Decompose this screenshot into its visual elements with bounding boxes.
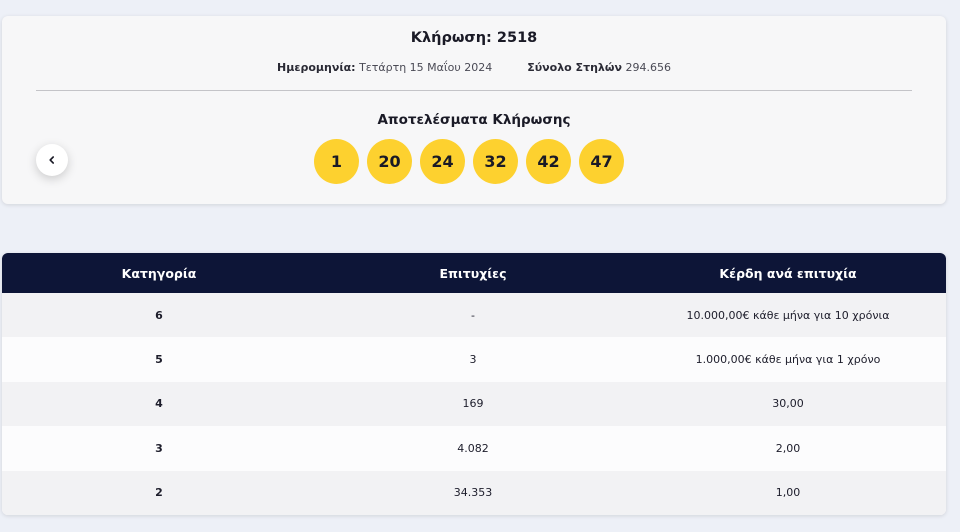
number-ball: 24 — [420, 139, 465, 184]
cell-category: 2 — [155, 486, 163, 500]
table-row: 6 - 10.000,00€ κάθε μήνα για 10 χρόνια — [2, 293, 946, 338]
table-body: 6 - 10.000,00€ κάθε μήνα για 10 χρόνια 5… — [2, 293, 946, 515]
draw-info-card: Κλήρωση: 2518 Ημερομηνία: Τετάρτη 15 Μαΐ… — [2, 16, 946, 204]
cell-prize: 10.000,00€ κάθε μήνα για 10 χρόνια — [686, 308, 890, 322]
results-title: Αποτελέσματα Κλήρωσης — [377, 112, 571, 128]
winning-numbers: 1 20 24 32 42 47 — [314, 139, 624, 184]
header-winners: Επιτυχίες — [439, 265, 507, 281]
table-header: Κατηγορία Επιτυχίες Κέρδη ανά επιτυχία — [2, 253, 946, 293]
prize-table: Κατηγορία Επιτυχίες Κέρδη ανά επιτυχία 6… — [2, 253, 946, 515]
number-ball: 32 — [473, 139, 518, 184]
chevron-left-icon — [49, 156, 54, 164]
cell-winners: 4.082 — [457, 441, 489, 455]
header-category: Κατηγορία — [121, 265, 197, 281]
header-prize: Κέρδη ανά επιτυχία — [719, 265, 857, 281]
table-row: 2 34.353 1,00 — [2, 470, 946, 515]
draw-title: Κλήρωση: 2518 — [410, 30, 538, 46]
cell-prize: 1.000,00€ κάθε μήνα για 1 χρόνο — [695, 353, 881, 367]
previous-draw-button[interactable] — [36, 144, 68, 176]
table-row: 4 169 30,00 — [2, 381, 946, 427]
table-row: 5 3 1.000,00€ κάθε μήνα για 1 χρόνο — [2, 337, 946, 382]
number-ball: 42 — [526, 139, 571, 184]
columns-value: 294.656 — [625, 61, 671, 74]
cell-prize: 1,00 — [775, 486, 801, 500]
cell-winners: - — [471, 308, 475, 322]
cell-prize: 30,00 — [772, 397, 804, 411]
cell-prize: 2,00 — [775, 441, 801, 455]
cell-category: 4 — [155, 397, 163, 411]
cell-winners: 169 — [462, 397, 484, 411]
cell-category: 3 — [155, 441, 163, 455]
number-ball: 47 — [579, 139, 624, 184]
divider — [36, 90, 912, 91]
draw-meta: Ημερομηνία: Τετάρτη 15 Μαΐου 2024 Σύνολο… — [2, 61, 946, 74]
cell-winners: 34.353 — [453, 486, 493, 500]
number-ball: 20 — [367, 139, 412, 184]
date-value: Τετάρτη 15 Μαΐου 2024 — [359, 61, 493, 74]
date-label: Ημερομηνία: — [277, 61, 356, 74]
columns-label: Σύνολο Στηλών — [527, 61, 622, 74]
cell-category: 5 — [155, 353, 163, 367]
number-ball: 1 — [314, 139, 359, 184]
cell-category: 6 — [155, 308, 163, 322]
table-row: 3 4.082 2,00 — [2, 426, 946, 471]
cell-winners: 3 — [469, 353, 477, 367]
